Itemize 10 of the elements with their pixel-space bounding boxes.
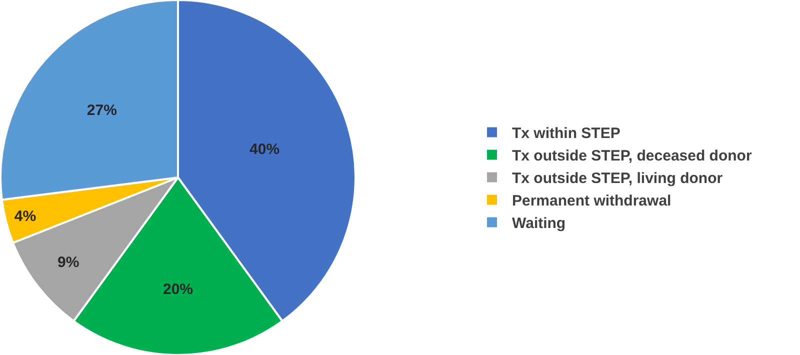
legend-label: Tx outside STEP, deceased donor [512,148,752,165]
data-label: 40% [250,140,280,158]
legend-label: Tx within STEP [512,125,620,142]
data-label: 4% [14,208,36,226]
legend-label: Permanent withdrawal [512,192,672,210]
legend-label: Waiting [512,215,566,232]
data-label: 27% [86,102,117,119]
data-label: 20% [162,280,194,298]
legend-label: Tx outside STEP, living donor [512,170,723,188]
data-label: 9% [58,254,80,272]
